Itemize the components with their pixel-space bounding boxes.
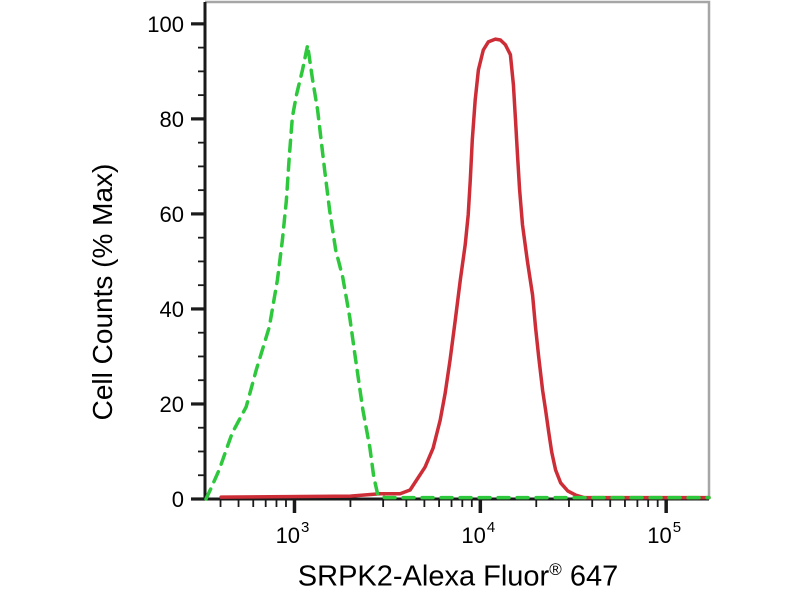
y-axis-title: Cell Counts (% Max)	[87, 164, 119, 421]
x-axis-title-suffix: 647	[561, 560, 619, 593]
plot-border	[205, 0, 711, 499]
x-axis-title-main: SRPK2-Alexa Fluor	[297, 560, 550, 593]
y-tick-label: 100	[147, 12, 184, 37]
y-tick-label: 80	[160, 107, 184, 132]
y-axis-ticks: 0 20 40 60 80 100	[147, 12, 205, 512]
x-axis-ticks: 103 104 105	[219, 500, 681, 548]
x-tick-label: 105	[647, 519, 681, 548]
y-tick-label: 0	[172, 487, 184, 512]
x-tick-label: 104	[461, 519, 495, 548]
y-tick-label: 60	[160, 202, 184, 227]
green-dashed-curve	[204, 43, 711, 501]
y-tick-label: 20	[160, 392, 184, 417]
y-tick-label: 40	[160, 297, 184, 322]
x-axis-title: SRPK2-Alexa Fluor® 647	[298, 561, 618, 594]
red-solid-curve	[219, 37, 711, 500]
registered-trademark-symbol: ®	[549, 559, 562, 579]
y-axis-title-text: Cell Counts (% Max)	[87, 163, 118, 421]
x-tick-label: 103	[276, 519, 310, 548]
